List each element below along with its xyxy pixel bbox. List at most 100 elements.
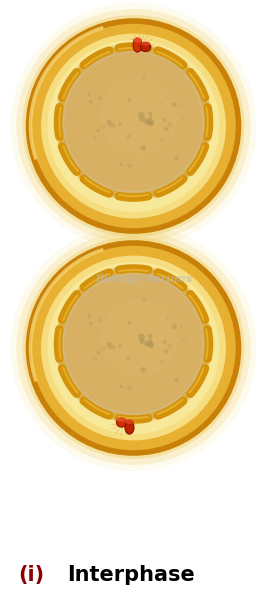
Circle shape	[10, 3, 257, 249]
Circle shape	[126, 134, 131, 139]
Circle shape	[148, 112, 152, 116]
Circle shape	[127, 320, 131, 325]
Circle shape	[138, 334, 145, 340]
Circle shape	[148, 121, 154, 126]
Text: (i): (i)	[19, 565, 45, 585]
Circle shape	[140, 367, 146, 373]
Circle shape	[180, 325, 183, 328]
Circle shape	[111, 345, 116, 350]
Circle shape	[94, 358, 97, 361]
Ellipse shape	[133, 38, 142, 52]
Circle shape	[22, 15, 245, 237]
Circle shape	[94, 136, 97, 139]
Circle shape	[22, 237, 245, 459]
Circle shape	[142, 298, 146, 302]
Circle shape	[64, 274, 203, 414]
Circle shape	[146, 342, 150, 346]
Circle shape	[17, 231, 250, 465]
Circle shape	[138, 112, 145, 118]
Circle shape	[48, 262, 219, 434]
Circle shape	[29, 21, 238, 231]
Circle shape	[171, 102, 177, 107]
Circle shape	[167, 122, 173, 127]
Circle shape	[89, 322, 93, 326]
Circle shape	[26, 19, 241, 233]
Circle shape	[148, 334, 152, 338]
Circle shape	[101, 124, 106, 130]
Circle shape	[87, 92, 91, 97]
Circle shape	[55, 265, 212, 422]
Circle shape	[89, 100, 93, 104]
Circle shape	[139, 338, 145, 344]
Circle shape	[57, 268, 210, 421]
Circle shape	[48, 40, 219, 212]
Circle shape	[146, 118, 150, 122]
Circle shape	[150, 124, 153, 127]
Circle shape	[57, 46, 210, 199]
Circle shape	[163, 118, 167, 122]
Circle shape	[107, 119, 112, 124]
Circle shape	[127, 98, 131, 103]
Circle shape	[118, 344, 122, 348]
Circle shape	[148, 343, 154, 348]
Circle shape	[95, 105, 98, 108]
Circle shape	[167, 299, 170, 302]
Circle shape	[111, 123, 116, 128]
Circle shape	[119, 163, 123, 166]
Circle shape	[142, 76, 146, 80]
Circle shape	[96, 128, 100, 133]
Circle shape	[126, 356, 131, 361]
Circle shape	[107, 344, 113, 349]
Circle shape	[146, 120, 150, 124]
Circle shape	[167, 344, 173, 349]
Circle shape	[174, 378, 179, 382]
Circle shape	[140, 145, 146, 151]
Circle shape	[148, 338, 152, 342]
Circle shape	[167, 77, 170, 80]
Circle shape	[26, 241, 241, 455]
Circle shape	[100, 299, 177, 377]
Circle shape	[166, 317, 168, 320]
Ellipse shape	[133, 38, 142, 43]
Circle shape	[171, 324, 177, 329]
Circle shape	[17, 9, 250, 243]
Circle shape	[148, 341, 154, 347]
Circle shape	[64, 52, 203, 192]
Circle shape	[174, 156, 179, 160]
Circle shape	[41, 34, 226, 218]
Circle shape	[163, 340, 167, 344]
Circle shape	[101, 346, 106, 352]
Circle shape	[146, 340, 150, 344]
Ellipse shape	[125, 419, 134, 424]
Ellipse shape	[125, 421, 134, 434]
Circle shape	[182, 338, 186, 343]
Circle shape	[180, 103, 183, 106]
Circle shape	[159, 138, 164, 142]
Circle shape	[107, 341, 112, 346]
Circle shape	[139, 116, 145, 122]
Circle shape	[100, 77, 177, 154]
Circle shape	[166, 95, 168, 98]
Circle shape	[127, 163, 132, 168]
Circle shape	[55, 43, 212, 200]
Circle shape	[95, 327, 98, 330]
Circle shape	[107, 122, 113, 127]
Ellipse shape	[116, 418, 127, 422]
Circle shape	[148, 116, 152, 120]
Ellipse shape	[140, 43, 151, 52]
Circle shape	[29, 243, 238, 453]
Circle shape	[96, 350, 100, 355]
Circle shape	[98, 97, 102, 100]
Ellipse shape	[116, 418, 127, 427]
Circle shape	[119, 385, 123, 388]
Text: Interphase: Interphase	[67, 565, 194, 585]
Circle shape	[41, 256, 226, 440]
Circle shape	[144, 119, 150, 125]
Text: Biology-Forums: Biology-Forums	[96, 274, 193, 284]
Circle shape	[164, 349, 169, 353]
Circle shape	[127, 385, 132, 390]
Circle shape	[182, 116, 186, 121]
Circle shape	[164, 127, 169, 131]
Circle shape	[118, 122, 122, 126]
Circle shape	[159, 360, 164, 364]
